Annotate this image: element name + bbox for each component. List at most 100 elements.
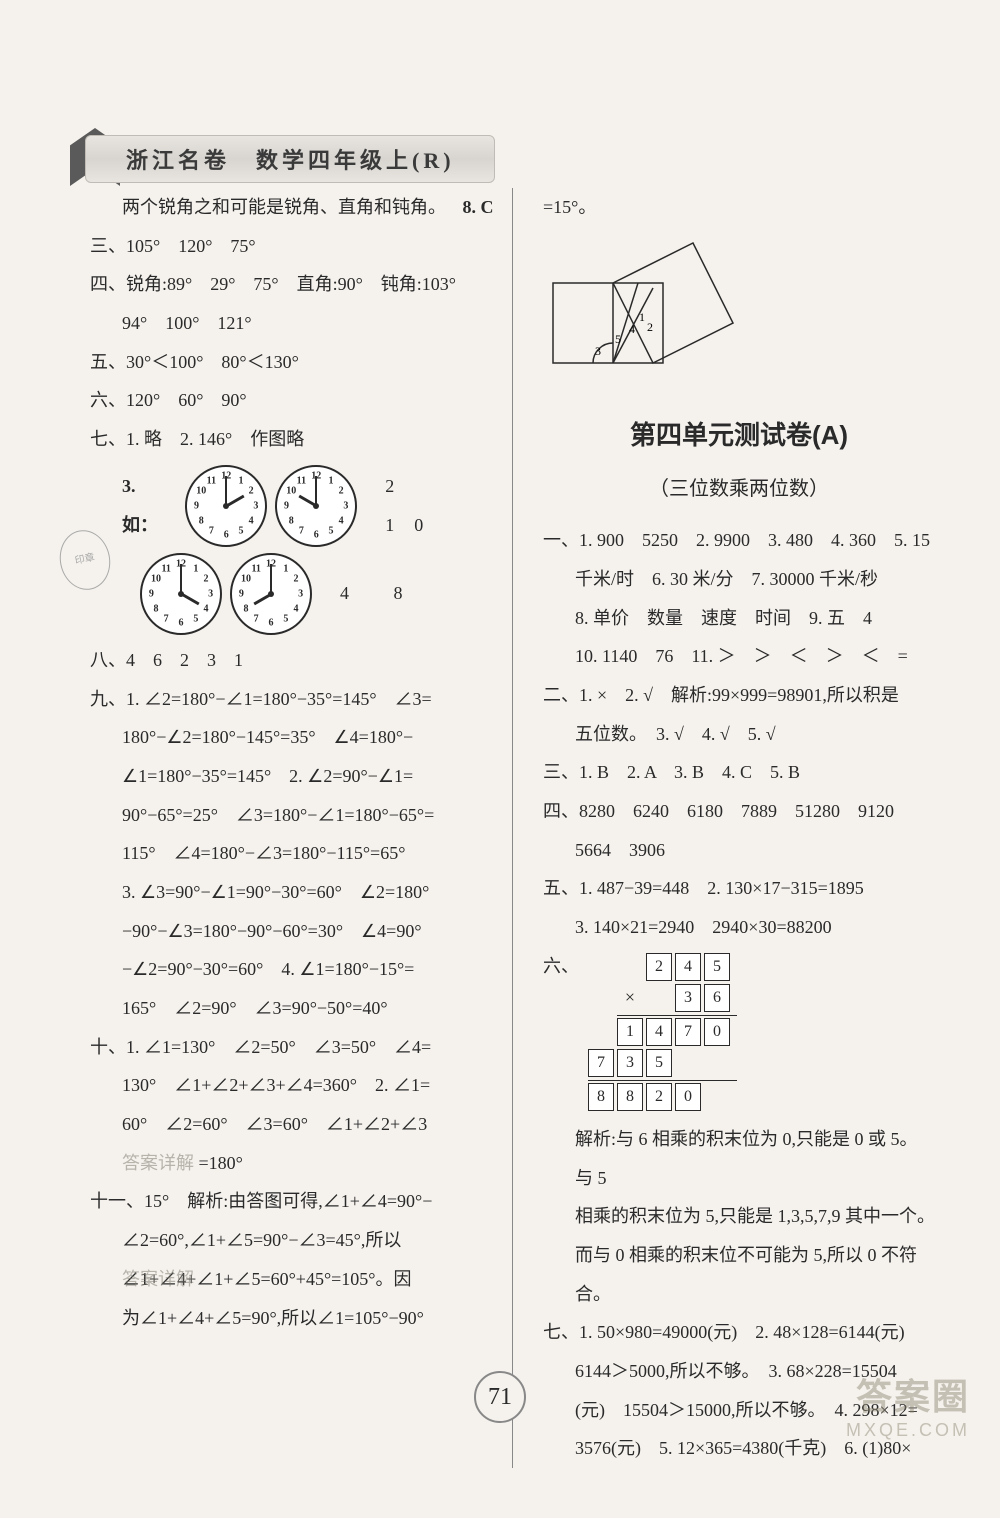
text: =180° xyxy=(199,1153,243,1173)
line-9-3c: −∠2=90°−30°=60° 4. ∠1=180°−15°= xyxy=(90,950,495,989)
r5a: 五、1. 487−39=448 2. 130×17−315=1895 xyxy=(543,869,935,908)
line-9-1c: ∠1=180°−35°=145° 2. ∠2=90°−∠1= xyxy=(90,757,495,796)
minute-hand xyxy=(270,564,272,594)
cell: 2 xyxy=(646,953,672,981)
line-3: 三、105° 120° 75° xyxy=(90,227,495,266)
r1a: 一、1. 900 5250 2. 9900 3. 480 4. 360 5. 1… xyxy=(543,521,935,560)
hour-hand xyxy=(225,495,244,508)
line-7: 七、1. 略 2. 146° 作图略 xyxy=(90,420,495,459)
line-10a: 十、1. ∠1=130° ∠2=50° ∠3=50° ∠4= xyxy=(90,1028,495,1067)
multiplication-table: 2 4 5 × 3 6 1 4 7 0 xyxy=(617,953,737,1114)
cell: 8 xyxy=(617,1083,643,1111)
cell: 3 xyxy=(617,1049,643,1077)
times-icon: × xyxy=(617,984,643,1012)
r1d: 10. 1140 76 11. ＞ ＞ ＜ ＞ ＜ = xyxy=(543,637,935,676)
line-5: 五、30°＜100° 80°＜130° xyxy=(90,343,495,382)
cell: 1 xyxy=(617,1018,643,1046)
r6b: 相乘的积末位为 5,只能是 1,3,5,7,9 其中一个。 xyxy=(543,1197,935,1236)
line-9-1b: 180°−∠2=180°−145°=35° ∠4=180°− xyxy=(90,718,495,757)
line-top: =15°。 xyxy=(543,188,935,227)
cell: 4 xyxy=(646,1018,672,1046)
minute-hand xyxy=(315,476,317,506)
svg-text:1: 1 xyxy=(639,310,645,324)
cell: 5 xyxy=(704,953,730,981)
cell: 3 xyxy=(675,984,701,1012)
faint-text: 答案详解 xyxy=(122,1153,194,1173)
r5b: 3. 140×21=2940 2940×30=88200 xyxy=(543,908,935,947)
line-10c: 60° ∠2=60° ∠3=60° ∠1+∠2+∠3 xyxy=(90,1105,495,1144)
page-content: 两个锐角之和可能是锐角、直角和钝角。 8. C 三、105° 120° 75° … xyxy=(0,0,1000,1518)
r1b: 千米/时 6. 30 米/分 7. 30000 千米/秒 xyxy=(543,560,935,599)
left-column: 两个锐角之和可能是锐角、直角和钝角。 8. C 三、105° 120° 75° … xyxy=(90,188,510,1468)
line-9-3b: −90°−∠3=180°−90°−60°=30° ∠4=90° xyxy=(90,912,495,951)
cell: 5 xyxy=(646,1049,672,1077)
hour-hand xyxy=(180,593,199,606)
clock-4: 12369 1245 781011 xyxy=(230,553,312,635)
line-8: 八、4 6 2 3 1 xyxy=(90,641,495,680)
line-9-1e: 115° ∠4=180°−∠3=180°−115°=65° xyxy=(90,834,495,873)
svg-text:3: 3 xyxy=(595,344,601,358)
line-9-3d: 165° ∠2=90° ∠3=90°−50°=40° xyxy=(90,989,495,1028)
r2b: 五位数。 3. √ 4. √ 5. √ xyxy=(543,715,935,754)
r2a: 二、1. × 2. √ 解析:99×999=98901,所以积是 xyxy=(543,676,935,715)
right-column: =15°。 3 5 4 1 2 第四单元测试卷(A) （三位数乘两位数） 一、1… xyxy=(515,188,935,1468)
line-11a: 十一、15° 解析:由答图可得,∠1+∠4=90°− xyxy=(90,1182,495,1221)
clock-1: 12369 1245 781011 xyxy=(185,465,267,547)
mult-p1: 1 4 7 0 xyxy=(617,1018,737,1046)
r3: 三、1. B 2. A 3. B 4. C 5. B xyxy=(543,753,935,792)
unit-subtitle: （三位数乘两位数） xyxy=(543,468,935,511)
line-6: 六、120° 60° 90° xyxy=(90,381,495,420)
mult-p2: 7 3 5 xyxy=(588,1049,737,1077)
clock-values-top: 2 10 xyxy=(385,467,495,544)
line-11c: 答案详解 ∠1+∠4+∠1+∠5=60°+45°=105°。因 xyxy=(90,1260,495,1299)
cell: 2 xyxy=(646,1083,672,1111)
column-divider xyxy=(512,188,513,1468)
clock-pair-bottom: 12369 1245 781011 12369 1245 781011 xyxy=(140,553,312,635)
watermark: 答案圈 MXQE.COM xyxy=(846,1368,970,1441)
faint-text: 答案详解 xyxy=(122,1260,194,1299)
clock-3: 12369 1245 781011 xyxy=(140,553,222,635)
cell: 4 xyxy=(675,953,701,981)
geometry-figure: 3 5 4 1 2 xyxy=(543,233,743,373)
watermark-title: 答案圈 xyxy=(846,1368,970,1420)
clock-pair-top: 12369 1245 781011 12369 1245 781011 xyxy=(185,465,357,547)
line-11b: ∠2=60°,∠1+∠5=90°−∠3=45°,所以 xyxy=(90,1221,495,1260)
watermark-url: MXQE.COM xyxy=(846,1420,970,1441)
line-4a: 四、锐角:89° 29° 75° 直角:90° 钝角:103° xyxy=(90,265,495,304)
hour-hand xyxy=(253,593,272,606)
mult-ans: 8 8 2 0 xyxy=(588,1083,737,1111)
answer-8c: 8. C xyxy=(463,197,494,217)
unit-title: 第四单元测试卷(A) xyxy=(543,408,935,464)
line-9-3a: 3. ∠3=90°−∠1=90°−30°=60° ∠2=180° xyxy=(90,873,495,912)
svg-text:5: 5 xyxy=(615,332,621,346)
page-number: 71 xyxy=(474,1371,526,1423)
line-9-1a: 九、1. ∠2=180°−∠1=180°−35°=145° ∠3= xyxy=(90,680,495,719)
svg-text:4: 4 xyxy=(629,322,635,336)
line-10d: 答案详解 =180° xyxy=(90,1144,495,1183)
cell: 7 xyxy=(588,1049,614,1077)
line-11d: 为∠1+∠4+∠5=90°,所以∠1=105°−90° xyxy=(90,1299,495,1338)
cell: 6 xyxy=(704,984,730,1012)
q6-container: 六、 2 4 5 × 3 6 xyxy=(543,947,935,1120)
svg-text:2: 2 xyxy=(647,320,653,334)
line-10b: 130° ∠1+∠2+∠3+∠4=360° 2. ∠1= xyxy=(90,1066,495,1105)
r1c: 8. 单价 数量 速度 时间 9. 五 4 xyxy=(543,599,935,638)
minute-hand xyxy=(225,476,227,506)
cell: 0 xyxy=(675,1083,701,1111)
minute-hand xyxy=(180,564,182,594)
r7a: 七、1. 50×980=49000(元) 2. 48×128=6144(元) xyxy=(543,1313,935,1352)
r4b: 5664 3906 xyxy=(543,831,935,870)
cell: 8 xyxy=(588,1083,614,1111)
hour-hand xyxy=(298,495,317,508)
q6-label: 六、 xyxy=(543,947,579,986)
mult-mid: × 3 6 xyxy=(617,984,737,1012)
r6c: 而与 0 相乘的积末位不可能为 5,所以 0 不符合。 xyxy=(543,1236,935,1313)
mult-top: 2 4 5 xyxy=(617,953,737,981)
r4a: 四、8280 6240 6180 7889 51280 9120 xyxy=(543,792,935,831)
line-4b: 94° 100° 121° xyxy=(90,304,495,343)
line-9-1d: 90°−65°=25° ∠3=180°−∠1=180°−65°= xyxy=(90,796,495,835)
clocks-row-2: 12369 1245 781011 12369 1245 781011 4 xyxy=(90,553,495,635)
r6a: 解析:与 6 相乘的积末位为 0,只能是 0 或 5。与 5 xyxy=(543,1120,935,1197)
clock-2: 12369 1245 781011 xyxy=(275,465,357,547)
line: 两个锐角之和可能是锐角、直角和钝角。 8. C xyxy=(90,188,495,227)
